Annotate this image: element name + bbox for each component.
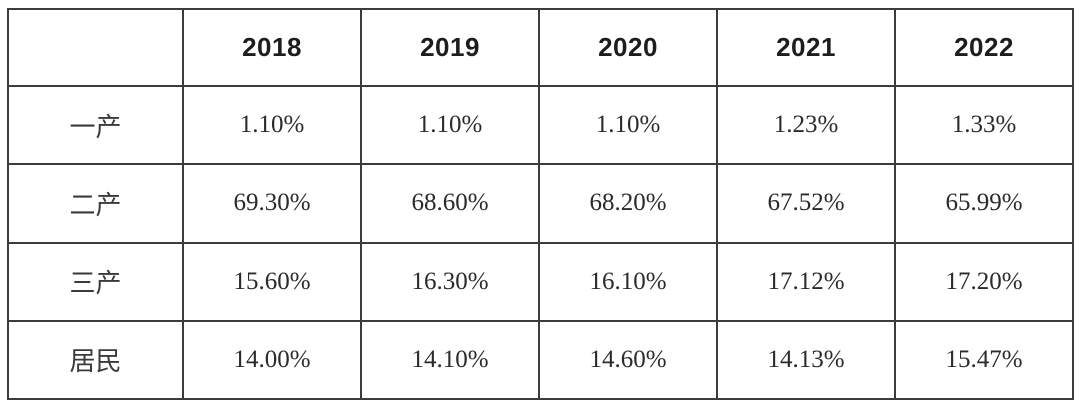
table-cell: 1.23% <box>716 84 896 166</box>
table-row-residents: 居民 14.00% 14.10% 14.60% 14.13% 15.47% <box>7 319 1074 401</box>
header-row: 2018 2019 2020 2021 2022 <box>7 8 1074 87</box>
table-cell: 65.99% <box>894 163 1074 244</box>
table-cell: 1.10% <box>182 84 362 166</box>
table-cell: 15.47% <box>894 319 1074 401</box>
table-row-secondary-industry: 二产 69.30% 68.60% 68.20% 67.52% 65.99% <box>7 163 1074 244</box>
header-cell-2018: 2018 <box>182 8 362 87</box>
table-cell: 68.20% <box>538 163 718 244</box>
corner-cell <box>7 8 184 87</box>
table-header: 2018 2019 2020 2021 2022 <box>7 8 1074 87</box>
row-label-tertiary-industry: 三产 <box>7 241 184 322</box>
row-label-primary-industry: 一产 <box>7 84 184 166</box>
row-label-residents: 居民 <box>7 319 184 401</box>
table-cell: 17.12% <box>716 241 896 322</box>
table-cell: 14.00% <box>182 319 362 401</box>
table-cell: 16.10% <box>538 241 718 322</box>
header-cell-2019: 2019 <box>360 8 540 87</box>
header-cell-2021: 2021 <box>716 8 896 87</box>
table-cell: 68.60% <box>360 163 540 244</box>
percentage-table: 2018 2019 2020 2021 2022 一产 1.10% 1.10% … <box>7 8 1074 401</box>
table-row-primary-industry: 一产 1.10% 1.10% 1.10% 1.23% 1.33% <box>7 84 1074 166</box>
table-body: 一产 1.10% 1.10% 1.10% 1.23% 1.33% 二产 69.3… <box>7 84 1074 401</box>
table-cell: 69.30% <box>182 163 362 244</box>
table-cell: 1.33% <box>894 84 1074 166</box>
table-cell: 17.20% <box>894 241 1074 322</box>
row-label-secondary-industry: 二产 <box>7 163 184 244</box>
table-cell: 15.60% <box>182 241 362 322</box>
table-cell: 14.13% <box>716 319 896 401</box>
table-cell: 14.60% <box>538 319 718 401</box>
table-cell: 1.10% <box>538 84 718 166</box>
table-row-tertiary-industry: 三产 15.60% 16.30% 16.10% 17.12% 17.20% <box>7 241 1074 322</box>
table-cell: 1.10% <box>360 84 540 166</box>
header-cell-2022: 2022 <box>894 8 1074 87</box>
header-cell-2020: 2020 <box>538 8 718 87</box>
table-cell: 67.52% <box>716 163 896 244</box>
table-cell: 14.10% <box>360 319 540 401</box>
table-cell: 16.30% <box>360 241 540 322</box>
